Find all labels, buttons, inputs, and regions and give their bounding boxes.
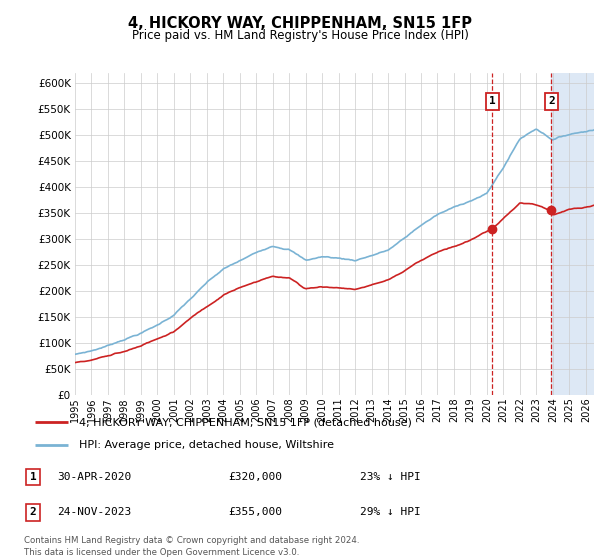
Text: £355,000: £355,000 <box>228 507 282 517</box>
Text: 4, HICKORY WAY, CHIPPENHAM, SN15 1FP (detached house): 4, HICKORY WAY, CHIPPENHAM, SN15 1FP (de… <box>79 417 412 427</box>
Text: 30-APR-2020: 30-APR-2020 <box>57 472 131 482</box>
Text: HPI: Average price, detached house, Wiltshire: HPI: Average price, detached house, Wilt… <box>79 440 334 450</box>
Text: Price paid vs. HM Land Registry's House Price Index (HPI): Price paid vs. HM Land Registry's House … <box>131 29 469 42</box>
Text: £320,000: £320,000 <box>228 472 282 482</box>
Text: 24-NOV-2023: 24-NOV-2023 <box>57 507 131 517</box>
Bar <box>551 73 594 395</box>
Bar <box>551 73 594 395</box>
Text: 4, HICKORY WAY, CHIPPENHAM, SN15 1FP: 4, HICKORY WAY, CHIPPENHAM, SN15 1FP <box>128 16 472 31</box>
Text: Contains HM Land Registry data © Crown copyright and database right 2024.
This d: Contains HM Land Registry data © Crown c… <box>24 536 359 557</box>
Text: 29% ↓ HPI: 29% ↓ HPI <box>360 507 421 517</box>
Text: 1: 1 <box>29 472 37 482</box>
Text: 2: 2 <box>548 96 555 106</box>
Text: 2: 2 <box>29 507 37 517</box>
Text: 1: 1 <box>489 96 496 106</box>
Text: 23% ↓ HPI: 23% ↓ HPI <box>360 472 421 482</box>
